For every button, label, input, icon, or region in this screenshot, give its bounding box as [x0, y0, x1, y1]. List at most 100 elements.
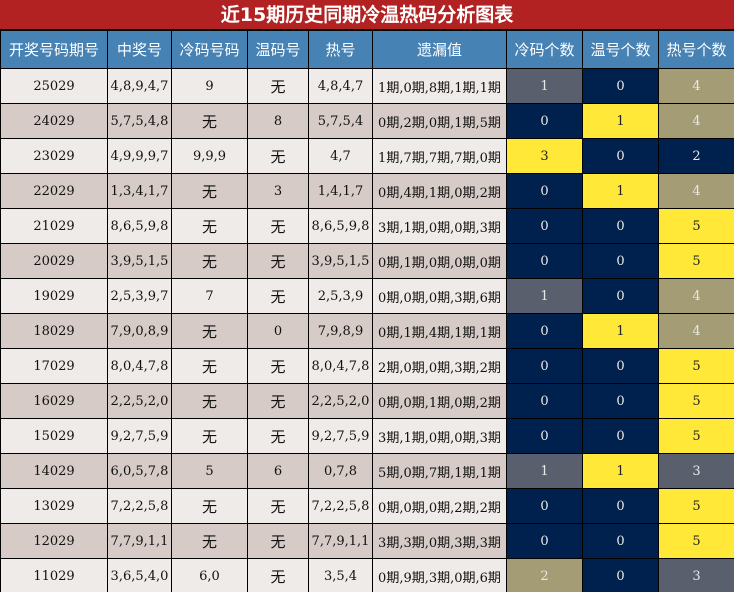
miss-value-cell: 1期,7期,7期,7期,0期: [372, 138, 507, 174]
table-row: 18029 7,9,0,8,9 无 0 7,9,8,9 0期,1期,4期,1期,1期 0 1 4: [0, 313, 734, 349]
hot-count-cell: 5: [658, 348, 734, 384]
winning-number-cell: 7,7,9,1,1: [107, 523, 172, 559]
header-winning-number: 中奖号: [107, 30, 172, 69]
winning-number-cell: 7,2,2,5,8: [107, 488, 172, 524]
warm-count-cell: 1: [582, 103, 659, 139]
table-row: 24029 5,7,5,4,8 无 8 5,7,5,4 0期,2期,0期,1期,5期 0 1 4: [0, 103, 734, 139]
hot-number-cell: 8,6,5,9,8: [308, 208, 373, 244]
hot-count-cell: 5: [658, 383, 734, 419]
header-warm-number: 温码号: [247, 30, 309, 69]
winning-number-cell: 5,7,5,4,8: [107, 103, 172, 139]
winning-number-cell: 8,6,5,9,8: [107, 208, 172, 244]
hot-count-cell: 5: [658, 208, 734, 244]
hot-number-cell: 7,9,8,9: [308, 313, 373, 349]
warm-number-cell: 无: [247, 208, 309, 244]
cold-count-cell: 0: [506, 173, 583, 209]
cold-count-cell: 0: [506, 523, 583, 559]
winning-number-cell: 2,5,3,9,7: [107, 278, 172, 314]
table-row: 25029 4,8,9,4,7 9 无 4,8,4,7 1期,0期,8期,1期,1期 1 0 4: [0, 68, 734, 104]
warm-count-cell: 0: [582, 418, 659, 454]
warm-count-cell: 0: [582, 68, 659, 104]
miss-value-cell: 3期,3期,0期,3期,3期: [372, 523, 507, 559]
hot-count-cell: 4: [658, 278, 734, 314]
hot-number-cell: 2,5,3,9: [308, 278, 373, 314]
period-cell: 23029: [0, 138, 108, 174]
hot-number-cell: 3,5,4: [308, 558, 373, 592]
page-title: 近15期历史同期冷温热码分析图表: [0, 0, 734, 30]
hot-number-cell: 4,8,4,7: [308, 68, 373, 104]
warm-count-cell: 1: [582, 313, 659, 349]
hot-number-cell: 7,7,9,1,1: [308, 523, 373, 559]
period-cell: 24029: [0, 103, 108, 139]
miss-value-cell: 0期,0期,1期,0期,2期: [372, 383, 507, 419]
cold-count-cell: 0: [506, 488, 583, 524]
period-cell: 21029: [0, 208, 108, 244]
period-cell: 14029: [0, 453, 108, 489]
warm-count-cell: 1: [582, 173, 659, 209]
warm-count-cell: 0: [582, 278, 659, 314]
hot-number-cell: 2,2,5,2,0: [308, 383, 373, 419]
period-cell: 17029: [0, 348, 108, 384]
hot-count-cell: 4: [658, 313, 734, 349]
cold-count-cell: 1: [506, 278, 583, 314]
cold-count-cell: 1: [506, 68, 583, 104]
period-cell: 19029: [0, 278, 108, 314]
warm-count-cell: 0: [582, 348, 659, 384]
hot-count-cell: 3: [658, 558, 734, 592]
period-cell: 11029: [0, 558, 108, 592]
warm-number-cell: 8: [247, 103, 309, 139]
header-cold-count: 冷码个数: [506, 30, 583, 69]
period-cell: 22029: [0, 173, 108, 209]
winning-number-cell: 3,6,5,4,0: [107, 558, 172, 592]
winning-number-cell: 3,9,5,1,5: [107, 243, 172, 279]
warm-count-cell: 0: [582, 558, 659, 592]
table-row: 19029 2,5,3,9,7 7 无 2,5,3,9 0期,0期,0期,3期,6期 1 0 4: [0, 278, 734, 314]
hot-number-cell: 9,2,7,5,9: [308, 418, 373, 454]
header-cold-number: 冷码号码: [171, 30, 248, 69]
warm-number-cell: 无: [247, 348, 309, 384]
warm-number-cell: 无: [247, 68, 309, 104]
cold-number-cell: 9: [171, 68, 248, 104]
hot-number-cell: 3,9,5,1,5: [308, 243, 373, 279]
warm-count-cell: 0: [582, 488, 659, 524]
miss-value-cell: 0期,1期,4期,1期,1期: [372, 313, 507, 349]
warm-count-cell: 0: [582, 138, 659, 174]
cold-number-cell: 7: [171, 278, 248, 314]
analysis-table: 开奖号码期号 中奖号 冷码号码 温码号 热号 遗漏值 冷码个数 温号个数 热号个数 25029 4…: [0, 30, 734, 592]
cold-count-cell: 1: [506, 453, 583, 489]
warm-number-cell: 无: [247, 383, 309, 419]
cold-number-cell: 无: [171, 208, 248, 244]
miss-value-cell: 1期,0期,8期,1期,1期: [372, 68, 507, 104]
cold-number-cell: 无: [171, 313, 248, 349]
header-hot-number: 热号: [308, 30, 373, 69]
table-row: 13029 7,2,2,5,8 无无 7,2,2,5,8 0期,0期,0期,2期,2期 0…: [0, 488, 734, 524]
cold-count-cell: 0: [506, 418, 583, 454]
period-cell: 12029: [0, 523, 108, 559]
cold-count-cell: 0: [506, 208, 583, 244]
miss-value-cell: 2期,0期,0期,3期,2期: [372, 348, 507, 384]
cold-number-cell: 6,0: [171, 558, 248, 592]
header-miss-value: 遗漏值: [372, 30, 507, 69]
miss-value-cell: 5期,0期,7期,1期,1期: [372, 453, 507, 489]
hot-number-cell: 7,2,2,5,8: [308, 488, 373, 524]
cold-count-cell: 0: [506, 313, 583, 349]
hot-count-cell: 4: [658, 68, 734, 104]
table-row: 21029 8,6,5,9,8 无无 8,6,5,9,8 3期,1期,0期,0期,3期 0…: [0, 208, 734, 244]
period-cell: 25029: [0, 68, 108, 104]
hot-number-cell: 5,7,5,4: [308, 103, 373, 139]
warm-number-cell: 无: [247, 488, 309, 524]
warm-count-cell: 1: [582, 453, 659, 489]
miss-value-cell: 3期,1期,0期,0期,3期: [372, 418, 507, 454]
cold-number-cell: 无: [171, 243, 248, 279]
warm-number-cell: 无: [247, 278, 309, 314]
warm-number-cell: 0: [247, 313, 309, 349]
cold-number-cell: 无: [171, 348, 248, 384]
table-row: 17029 8,0,4,7,8 无无 8,0,4,7,8 2期,0期,0期,3期,2期 0…: [0, 348, 734, 384]
warm-number-cell: 无: [247, 523, 309, 559]
header-period: 开奖号码期号: [0, 30, 108, 69]
cold-number-cell: 无: [171, 523, 248, 559]
miss-value-cell: 0期,1期,0期,0期,0期: [372, 243, 507, 279]
table-row: 14029 6,0,5,7,8 5 6 0,7,8 5期,0期,7期,1期,1期 1 1 3: [0, 453, 734, 489]
table-row: 11029 3,6,5,4,0 6,0 无 3,5,4 0期,9期,3期,0期,6期 2 0 3: [0, 558, 734, 592]
period-cell: 18029: [0, 313, 108, 349]
